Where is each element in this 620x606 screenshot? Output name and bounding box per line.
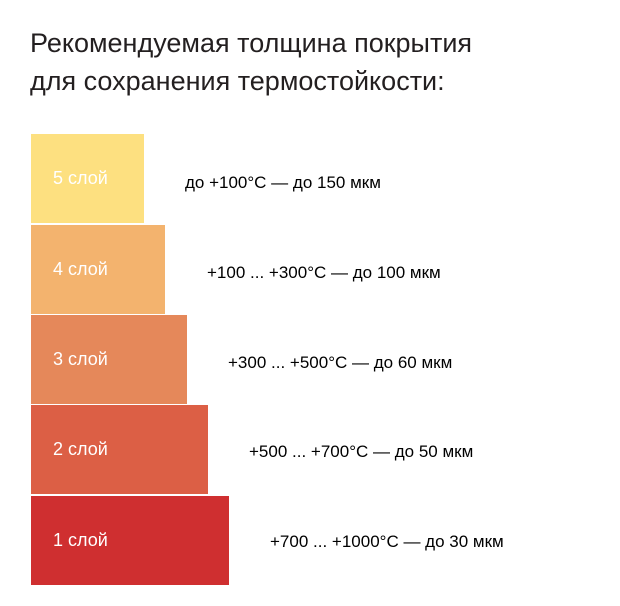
layer-block: 1 слой [31, 496, 229, 585]
layer-block: 5 слой [31, 134, 144, 223]
layer-block: 3 слой [31, 315, 187, 404]
layer-label: 1 слой [53, 530, 108, 550]
layer-block: 2 слой [31, 405, 208, 494]
layer-description: +500 ... +700°С — до 50 мкм [249, 442, 474, 461]
title-line: Рекомендуемая толщина покрытия [30, 28, 473, 58]
layer-label: 4 слой [53, 259, 108, 279]
layer-label: 5 слой [53, 168, 108, 188]
title: Рекомендуемая толщина покрытия для сохра… [30, 24, 472, 100]
layer-label: 3 слой [53, 349, 108, 369]
layer-block: 4 слой [31, 225, 165, 314]
layer-description: +100 ... +300°С — до 100 мкм [207, 263, 441, 282]
title-line: для сохранения термостойкости: [30, 66, 445, 96]
layer-description: +700 ... +1000°С — до 30 мкм [270, 532, 504, 551]
layer-label: 2 слой [53, 439, 108, 459]
layer-description: +300 ... +500°С — до 60 мкм [228, 353, 453, 372]
layer-description: до +100°С — до 150 мкм [185, 173, 381, 192]
